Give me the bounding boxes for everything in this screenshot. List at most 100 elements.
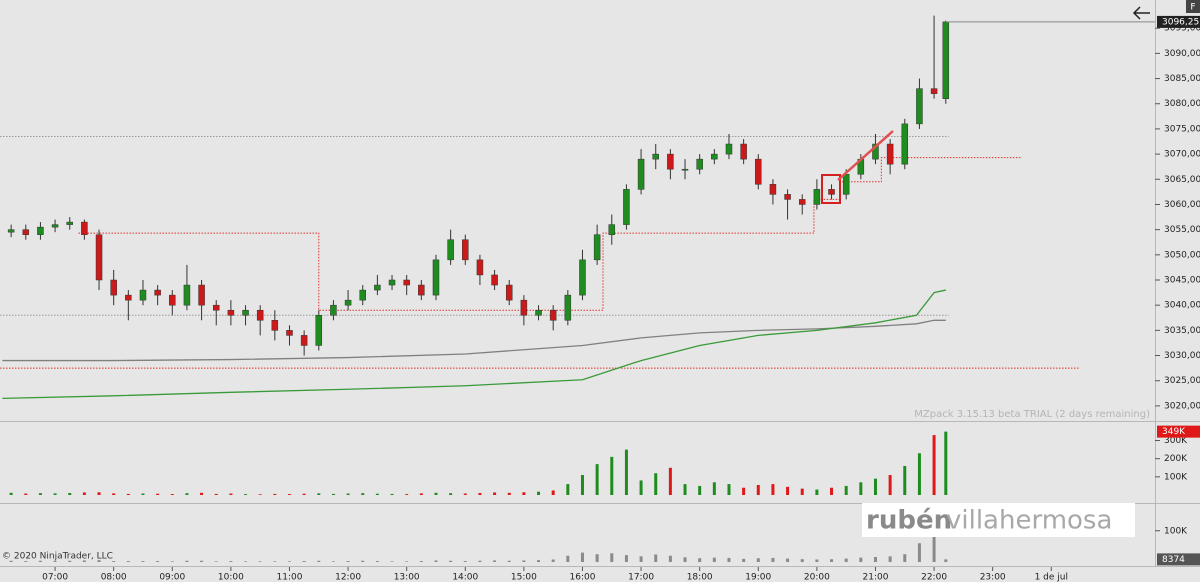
logo-second: villahermosa xyxy=(946,506,1112,536)
bar xyxy=(126,493,130,495)
bar xyxy=(258,494,262,495)
corner-button-label[interactable]: F xyxy=(1190,3,1195,13)
bar xyxy=(888,556,892,562)
corner-button[interactable] xyxy=(1186,0,1200,13)
bar xyxy=(317,560,321,562)
y-tick-label: 3060,00 xyxy=(1164,200,1200,210)
bar xyxy=(800,488,804,495)
bar xyxy=(522,492,526,495)
bar xyxy=(375,493,379,495)
copyright: © 2020 NinjaTrader, LLC xyxy=(2,552,113,562)
bar xyxy=(683,484,687,495)
candle-body xyxy=(593,234,601,261)
y-tick-label: 3065,00 xyxy=(1164,175,1200,185)
bar xyxy=(537,491,541,495)
bar xyxy=(214,493,218,495)
bar xyxy=(287,494,291,495)
candle-body xyxy=(608,224,616,235)
bar xyxy=(507,492,511,495)
bar xyxy=(185,560,189,562)
candle-body xyxy=(623,189,630,225)
bar xyxy=(244,494,248,495)
candle-body xyxy=(286,330,293,336)
candle-body xyxy=(95,234,103,281)
bar xyxy=(800,559,804,562)
bar xyxy=(141,561,145,562)
bar xyxy=(273,493,277,495)
bar xyxy=(610,456,614,495)
plot-layer: 3020,00 3025,00 3030,00 3035,00 3040,00 3045,… xyxy=(0,15,1200,582)
bar xyxy=(580,552,584,562)
candle-body xyxy=(183,284,191,306)
x-tick-label: 21:00 xyxy=(863,573,889,582)
candle-body xyxy=(81,221,88,235)
bar xyxy=(522,560,526,562)
bar xyxy=(346,561,350,562)
bar xyxy=(375,561,379,562)
y-tick-label: 3040,00 xyxy=(1164,301,1200,311)
candle-body xyxy=(66,221,73,225)
candle-body xyxy=(725,143,733,155)
bar xyxy=(229,493,233,495)
candle-body xyxy=(784,194,791,200)
back-arrow[interactable] xyxy=(1132,6,1150,20)
candle-body xyxy=(242,309,249,316)
candle-body xyxy=(300,335,308,346)
bar xyxy=(595,464,599,495)
bar xyxy=(419,561,423,562)
last-value-box xyxy=(1157,15,1200,28)
candle-body xyxy=(418,284,425,296)
bar xyxy=(214,561,218,562)
bar xyxy=(888,475,892,495)
bar xyxy=(112,561,116,562)
x-tick-label: 07:00 xyxy=(42,573,68,582)
candle-body xyxy=(447,239,454,261)
bar xyxy=(170,561,174,562)
candle-body xyxy=(667,153,674,170)
last-value-label: 8374 xyxy=(1162,555,1185,565)
candle-body xyxy=(681,168,689,171)
candle-body xyxy=(374,284,381,291)
bar xyxy=(463,493,467,495)
bar xyxy=(698,558,702,562)
y-tick-label: 3085,00 xyxy=(1164,74,1200,84)
bar xyxy=(639,556,643,562)
bar xyxy=(97,492,101,495)
bar xyxy=(551,490,555,495)
bar xyxy=(727,484,731,495)
bar xyxy=(478,560,482,562)
bar xyxy=(38,560,42,562)
bar xyxy=(712,482,716,495)
candle-body xyxy=(315,315,323,346)
bar xyxy=(756,558,760,562)
y-tick-label: 3095,00 xyxy=(1164,24,1200,34)
candle-body xyxy=(462,239,469,261)
candle-body xyxy=(51,224,59,228)
candle-body xyxy=(22,229,30,235)
x-tick-label: 22:00 xyxy=(921,573,947,582)
bar xyxy=(917,453,921,495)
bar xyxy=(405,494,409,495)
x-tick-label: 18:00 xyxy=(687,573,713,582)
candle-body xyxy=(549,309,557,321)
bar xyxy=(624,449,628,495)
candle-body xyxy=(652,153,659,160)
bar xyxy=(68,493,72,495)
bar xyxy=(917,543,921,562)
bar xyxy=(610,553,614,562)
bar xyxy=(302,561,306,562)
bar xyxy=(229,561,233,562)
candle-body xyxy=(212,304,220,311)
bar xyxy=(507,560,511,562)
candle-body xyxy=(872,143,879,160)
bar xyxy=(551,559,555,562)
bar xyxy=(9,560,13,562)
bar xyxy=(537,560,541,562)
last-value-box xyxy=(1157,425,1200,438)
bar xyxy=(566,555,570,562)
bar xyxy=(244,561,248,562)
bar xyxy=(771,557,775,562)
y-tick-label: 3045,00 xyxy=(1164,276,1200,286)
